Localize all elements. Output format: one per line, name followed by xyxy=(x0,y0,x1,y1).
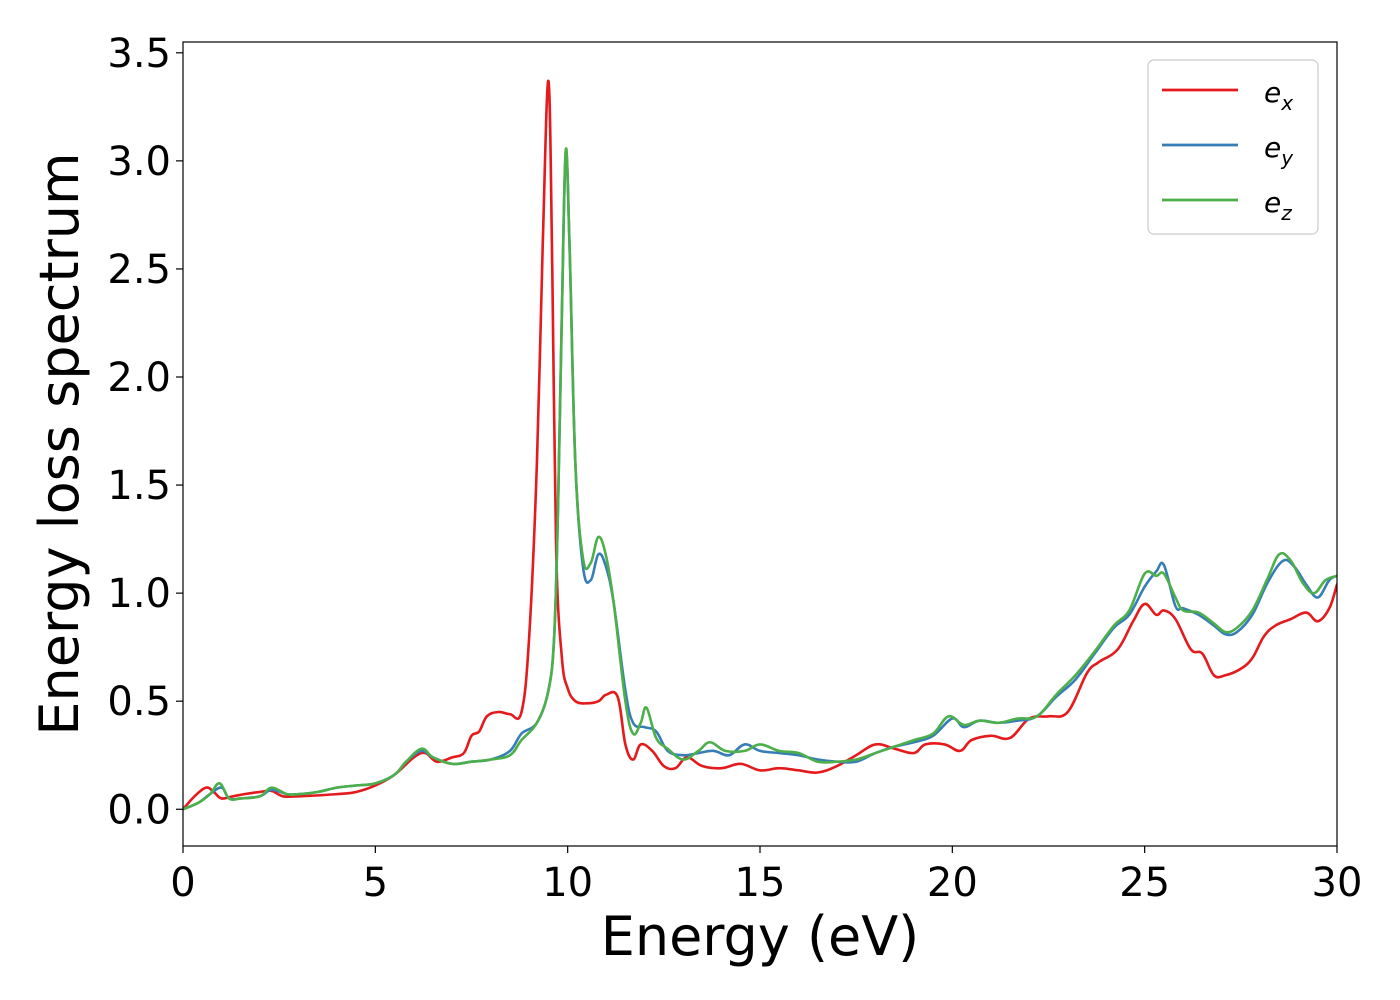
ticks-layer: 0 5 10 15 20 25 30 0.0 0.5 1.0 1.5 2.0 2.5 3.0 3.5 xyxy=(107,31,1362,906)
legend-label-main: e xyxy=(1264,131,1281,164)
y-tick-label: 1.5 xyxy=(107,463,171,509)
series-layer xyxy=(183,79,1337,811)
legend-label-ex: ex xyxy=(1264,76,1293,115)
y-tick-label: 0.5 xyxy=(107,679,171,725)
x-tick-label: 25 xyxy=(1119,860,1170,906)
x-tick-label: 15 xyxy=(735,860,786,906)
y-tick-label: 2.0 xyxy=(107,355,171,401)
series-line-ey xyxy=(183,151,1337,811)
legend-label-ey: ey xyxy=(1264,131,1294,170)
y-tick-label: 0.0 xyxy=(107,787,171,833)
x-tick-label: 20 xyxy=(927,860,978,906)
y-tick-label: 3.0 xyxy=(107,139,171,185)
legend-label-subscript: x xyxy=(1280,91,1293,115)
legend-label-main: e xyxy=(1264,76,1281,109)
legend-label-subscript: y xyxy=(1280,146,1294,170)
series-line-ex xyxy=(183,79,1337,811)
x-tick-label: 10 xyxy=(542,860,593,906)
x-axis-label: Energy (eV) xyxy=(601,905,920,968)
y-tick-label: 1.0 xyxy=(107,571,171,617)
y-axis-label: Energy loss spectrum xyxy=(28,152,91,735)
legend-label-ez: ez xyxy=(1264,186,1292,225)
x-tick-label: 5 xyxy=(363,860,388,906)
series-line-ez xyxy=(183,147,1337,811)
legend-label-subscript: z xyxy=(1280,201,1292,225)
y-tick-label: 2.5 xyxy=(107,247,171,293)
legend-box xyxy=(1147,59,1319,235)
x-tick-label: 30 xyxy=(1312,860,1363,906)
y-tick-label: 3.5 xyxy=(107,31,171,77)
x-tick-label: 0 xyxy=(170,860,195,906)
legend-label-main: e xyxy=(1264,186,1281,219)
